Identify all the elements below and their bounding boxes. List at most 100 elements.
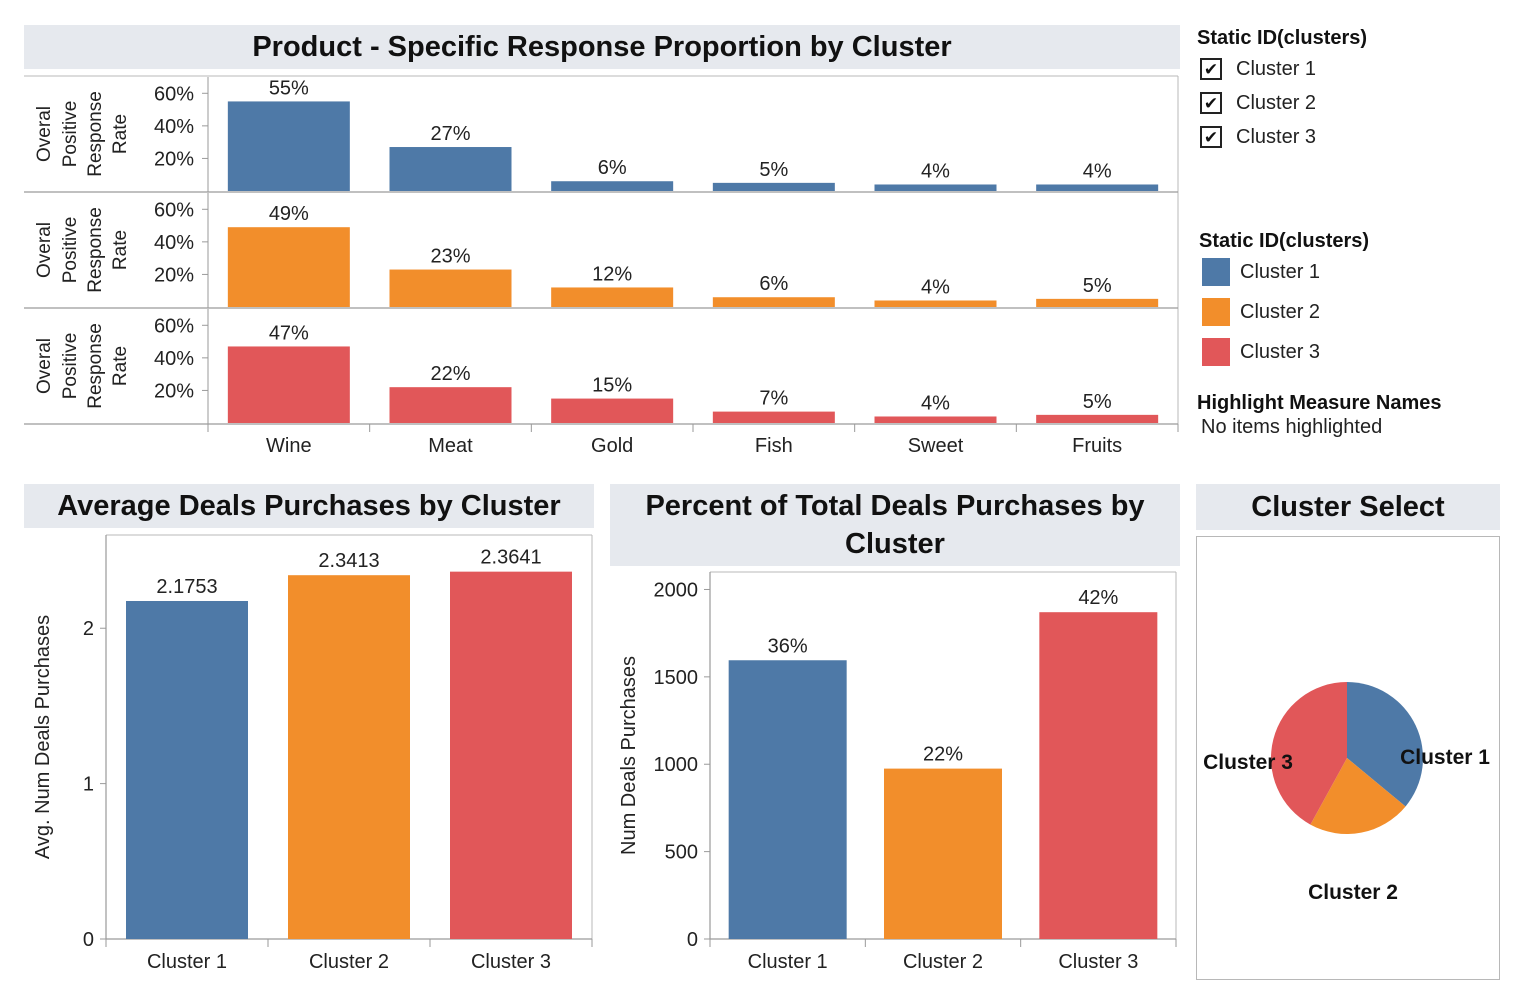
y-axis-title: Overal	[34, 106, 55, 162]
bar-cluster-2-fish	[712, 297, 835, 307]
bar-cluster-2-gold	[551, 287, 674, 307]
y-axis-title: Response	[85, 91, 106, 177]
product-response-chart-title: Product - Specific Response Proportion b…	[24, 25, 1180, 69]
pct-deals-title-line-1: Percent of Total Deals Purchases by	[645, 490, 1145, 522]
highlight-legend-title: Highlight Measure Names	[1197, 392, 1442, 414]
bar-value-label: 22%	[430, 363, 470, 385]
x-tick-label: Sweet	[908, 435, 964, 457]
color-legend-label: Cluster 2	[1240, 300, 1321, 323]
bar-cluster-3-gold	[551, 398, 674, 423]
pie-label-cluster-2: Cluster 2	[1308, 881, 1398, 904]
color-legend-cluster-3[interactable]: Cluster 3	[1202, 338, 1320, 366]
bar-cluster-1	[728, 660, 847, 939]
x-tick-label: Cluster 3	[471, 951, 551, 973]
pie-slice-cluster-1[interactable]	[1347, 682, 1423, 807]
checkbox-icon[interactable]: ✔	[1200, 58, 1222, 80]
color-swatch	[1202, 298, 1230, 326]
y-axis-title: Positive	[60, 101, 81, 168]
checkbox-icon[interactable]: ✔	[1200, 126, 1222, 148]
bar-value-label: 49%	[269, 203, 309, 225]
color-swatch	[1202, 258, 1230, 286]
pie-label-cluster-3: Cluster 3	[1203, 751, 1293, 774]
pie-label-cluster-1: Cluster 1	[1400, 746, 1490, 769]
cluster-2-filter[interactable]: ✔ Cluster 2	[1200, 90, 1316, 116]
y-axis-title: Positive	[60, 217, 81, 284]
y-tick-label: 0	[687, 929, 698, 951]
filter-label: Cluster 2	[1236, 91, 1317, 114]
y-tick-label: 1	[83, 774, 94, 796]
y-axis-title: Rate	[110, 230, 131, 270]
bar-value-label: 4%	[921, 392, 950, 414]
bar-cluster-3-fish	[712, 411, 835, 423]
filter-label: Cluster 3	[1236, 125, 1317, 148]
y-tick-label: 40%	[154, 116, 194, 138]
y-tick-label: 0	[83, 929, 94, 951]
bar-value-label: 7%	[759, 388, 788, 410]
bar-value-label: 4%	[1083, 160, 1112, 182]
bar-cluster-2-wine	[227, 227, 350, 307]
bar-cluster-3	[450, 571, 572, 939]
y-axis-title: Overal	[34, 338, 55, 394]
bar-value-label: 42%	[1078, 587, 1118, 609]
bar-cluster-3	[1039, 612, 1158, 939]
y-tick-label: 40%	[154, 232, 194, 254]
pie-slice-cluster-3[interactable]	[1271, 682, 1347, 825]
y-axis-title: Rate	[110, 114, 131, 154]
pie-slice-cluster-2[interactable]	[1310, 758, 1406, 834]
pct-deals-chart-title: Percent of Total Deals Purchases by Clus…	[610, 484, 1180, 566]
bar-cluster-2-sweet	[874, 300, 997, 307]
y-axis-title: Num Deals Purchases	[618, 656, 640, 855]
filter-label: Cluster 1	[1236, 57, 1317, 80]
bar-value-label: 5%	[1083, 275, 1112, 297]
cluster-3-filter[interactable]: ✔ Cluster 3	[1200, 124, 1316, 150]
y-tick-label: 60%	[154, 83, 194, 105]
pct-deals-title-line-2: Cluster	[845, 528, 945, 560]
bar-cluster-1-sweet	[874, 184, 997, 191]
bar-cluster-2	[288, 575, 410, 939]
x-tick-label: Meat	[428, 435, 473, 457]
y-axis-title: Response	[85, 323, 106, 409]
x-tick-label: Cluster 1	[147, 951, 227, 973]
y-tick-label: 20%	[154, 148, 194, 170]
bar-value-label: 4%	[921, 160, 950, 182]
x-tick-label: Cluster 1	[748, 951, 828, 973]
x-tick-label: Cluster 3	[1058, 951, 1138, 973]
bar-value-label: 36%	[768, 635, 808, 657]
y-tick-label: 2000	[654, 579, 699, 601]
color-legend-cluster-2[interactable]: Cluster 2	[1202, 298, 1320, 326]
bar-cluster-2	[884, 768, 1002, 939]
cluster-select-panel	[1196, 536, 1500, 980]
y-tick-label: 40%	[154, 348, 194, 370]
y-tick-label: 60%	[154, 199, 194, 221]
color-swatch	[1202, 338, 1230, 366]
y-tick-label: 1000	[654, 754, 699, 776]
y-tick-label: 1500	[654, 667, 699, 689]
bar-value-label: 2.1753	[156, 576, 217, 598]
cluster-1-filter[interactable]: ✔ Cluster 1	[1200, 56, 1316, 82]
color-legend-title: Static ID(clusters)	[1199, 230, 1370, 252]
color-legend-cluster-1[interactable]: Cluster 1	[1202, 258, 1320, 286]
bar-cluster-1-gold	[551, 181, 674, 191]
bar-cluster-1-wine	[227, 101, 350, 191]
bar-value-label: 15%	[592, 375, 632, 397]
bar-value-label: 2.3413	[318, 550, 379, 572]
bar-cluster-1-fish	[712, 182, 835, 191]
y-tick-label: 20%	[154, 264, 194, 286]
bar-cluster-3-wine	[227, 346, 350, 423]
highlight-legend-value: No items highlighted	[1201, 416, 1383, 438]
bar-cluster-1	[126, 600, 248, 939]
x-tick-label: Cluster 2	[309, 951, 389, 973]
bar-cluster-2-meat	[389, 269, 512, 307]
bar-value-label: 6%	[598, 157, 627, 179]
x-tick-label: Fish	[755, 435, 793, 457]
bar-value-label: 4%	[921, 276, 950, 298]
y-tick-label: 20%	[154, 380, 194, 402]
checkbox-icon[interactable]: ✔	[1200, 92, 1222, 114]
bar-cluster-1-fruits	[1036, 184, 1159, 191]
bar-value-label: 6%	[759, 273, 788, 295]
cluster-filter-title: Static ID(clusters)	[1197, 27, 1368, 49]
color-legend-label: Cluster 3	[1240, 340, 1321, 363]
